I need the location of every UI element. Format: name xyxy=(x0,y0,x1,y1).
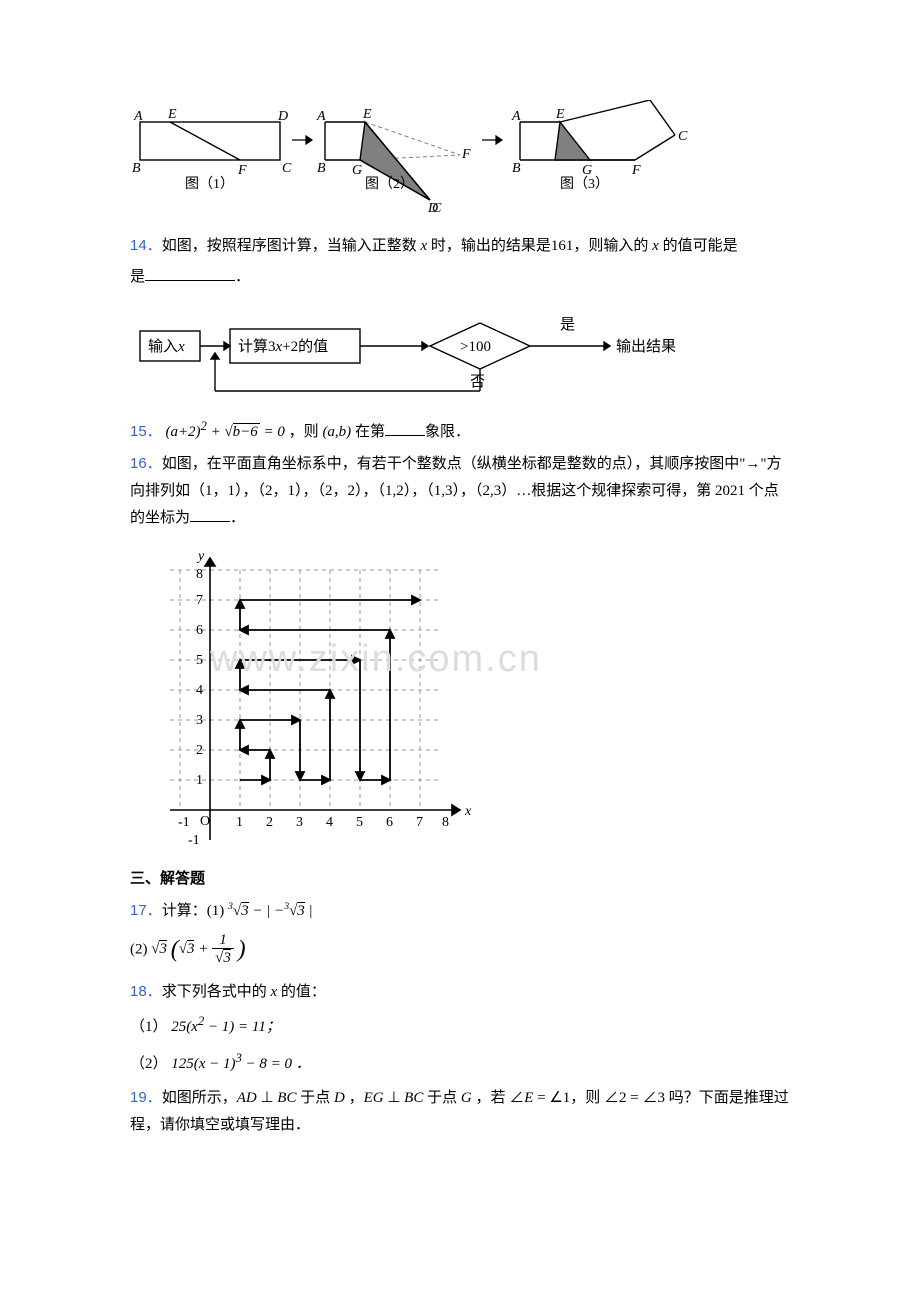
q14-t2: 时，输出的结果是 xyxy=(427,238,551,254)
q14-flowchart: 输入x 计算3x+2的值 >100 是 输出结果 否 xyxy=(130,301,790,401)
svg-text:D: D xyxy=(427,201,438,216)
q14-is: 是 xyxy=(130,269,145,285)
svg-text:F: F xyxy=(237,163,247,178)
svg-text:7: 7 xyxy=(196,593,203,608)
svg-text:8: 8 xyxy=(442,815,449,830)
svg-text:-1: -1 xyxy=(178,815,190,830)
svg-text:输出结果: 输出结果 xyxy=(616,338,676,355)
svg-text:B: B xyxy=(512,161,521,176)
q17-num: 17． xyxy=(130,902,162,919)
svg-text:O: O xyxy=(200,814,210,829)
q18-intro-end: 的值： xyxy=(277,984,326,1000)
svg-text:4: 4 xyxy=(326,815,333,830)
q17-intro: 计算： xyxy=(162,903,207,919)
q17-p1-expr: 3√3 − | −3√3 | xyxy=(228,903,313,919)
q14-t1: 如图，按照程序图计算，当输入正整数 xyxy=(162,238,421,254)
svg-text:C: C xyxy=(678,129,688,144)
q18-line: 18．求下列各式中的 x 的值： xyxy=(130,978,790,1006)
svg-text:2: 2 xyxy=(196,743,203,758)
q15-expr: (a+2)2 + √b−6 = 0 xyxy=(165,424,284,440)
svg-text:D: D xyxy=(277,109,288,124)
figures-1-2-3: A E D B F C 图（1） A E F B G C 图（2） D xyxy=(130,100,790,220)
svg-text:8: 8 xyxy=(196,567,203,582)
q14-t3: ，则输入的 xyxy=(573,238,652,254)
q18-p2l: （2） xyxy=(130,1056,168,1072)
q14-line2: 是． xyxy=(130,264,790,291)
svg-text:-1: -1 xyxy=(188,833,200,848)
q14-t4: 的值可能是 xyxy=(659,238,738,254)
svg-text:1: 1 xyxy=(196,773,203,788)
q19-text: 如图所示，AD ⊥ BC 于点 D ，EG ⊥ BC 于点 G ，若 ∠E = … xyxy=(130,1090,789,1133)
svg-text:否: 否 xyxy=(470,374,485,390)
q18-num: 18． xyxy=(130,983,162,1000)
fig-composite: A E D B F C 图（1） A E F B G C 图（2） D xyxy=(130,100,710,220)
svg-text:图（2）: 图（2） xyxy=(365,176,414,192)
q16-num: 16． xyxy=(130,455,162,472)
q17-p2l: (2) xyxy=(130,941,148,957)
svg-text:图（3）: 图（3） xyxy=(560,176,609,192)
q18-p1l: （1） xyxy=(130,1019,168,1035)
q19-line: 19．如图所示，AD ⊥ BC 于点 D ，EG ⊥ BC 于点 G ，若 ∠E… xyxy=(130,1084,790,1139)
q17-p1l: (1) xyxy=(207,903,225,919)
svg-text:B: B xyxy=(132,161,141,176)
svg-text:B: B xyxy=(317,161,326,176)
svg-text:输入x: 输入x xyxy=(148,338,185,355)
svg-text:3: 3 xyxy=(296,815,303,830)
svg-text:A: A xyxy=(511,109,521,124)
svg-text:5: 5 xyxy=(196,653,203,668)
svg-text:G: G xyxy=(582,163,592,178)
svg-text:A: A xyxy=(133,109,143,124)
q19-num: 19． xyxy=(130,1089,162,1106)
svg-text:图（1）: 图（1） xyxy=(185,176,234,192)
q14-var2: x xyxy=(652,238,659,254)
q15-end: 象限． xyxy=(425,424,470,440)
svg-text:F: F xyxy=(631,163,641,178)
svg-text:x: x xyxy=(464,804,472,819)
svg-text:7: 7 xyxy=(416,815,423,830)
q15-blank xyxy=(385,421,425,436)
q17-p2: (2) √3 (√3 + 1√3 ) xyxy=(130,929,790,972)
svg-text:E: E xyxy=(362,107,372,122)
svg-text:G: G xyxy=(352,163,362,178)
q18-p2-expr: 125(x − 1)3 − 8 = 0 ． xyxy=(171,1056,311,1072)
svg-text:D: D xyxy=(649,100,660,104)
q14-blank xyxy=(145,266,235,281)
svg-text:3: 3 xyxy=(196,713,203,728)
svg-text:>100: >100 xyxy=(460,339,491,355)
q15-after: 在第 xyxy=(355,424,385,440)
svg-text:5: 5 xyxy=(356,815,363,830)
q14-line: 14．如图，按照程序图计算，当输入正整数 x 时，输出的结果是161，则输入的 … xyxy=(130,232,790,260)
svg-text:E: E xyxy=(167,107,177,122)
q14-num: 14． xyxy=(130,237,162,254)
svg-text:6: 6 xyxy=(386,815,393,830)
svg-text:1: 1 xyxy=(236,815,243,830)
q17-line: 17．计算：(1) 3√3 − | −3√3 | xyxy=(130,897,790,925)
q15-mid: ，则 xyxy=(289,424,319,440)
q15-line: 15． (a+2)2 + √b−6 = 0 ，则 (a,b) 在第 象限． xyxy=(130,415,790,446)
q18-p2: （2） 125(x − 1)3 − 8 = 0 ． xyxy=(130,1047,790,1078)
q16-grid: O x y -1 -1 1 2 3 4 5 6 7 8 1 2 3 4 5 6 … xyxy=(150,550,790,850)
q15-num: 15． xyxy=(130,423,162,440)
svg-text:4: 4 xyxy=(196,683,203,698)
q18-p1: （1） 25(x2 − 1) = 11； xyxy=(130,1010,790,1041)
svg-text:E: E xyxy=(555,107,565,122)
svg-text:计算3x+2的值: 计算3x+2的值 xyxy=(238,337,328,355)
q17-p2-expr: √3 (√3 + 1√3 ) xyxy=(151,941,245,957)
q14-period: ． xyxy=(235,269,250,285)
svg-text:A: A xyxy=(316,109,326,124)
svg-text:是: 是 xyxy=(560,317,575,333)
svg-text:6: 6 xyxy=(196,623,203,638)
svg-text:2: 2 xyxy=(266,815,273,830)
q16-blank xyxy=(190,507,230,522)
q18-p1-expr: 25(x2 − 1) = 11； xyxy=(171,1019,281,1035)
q16-period: ． xyxy=(230,510,245,526)
q15-pair: (a,b) xyxy=(322,424,351,440)
svg-text:y: y xyxy=(196,550,205,564)
svg-text:F: F xyxy=(461,147,471,162)
q16-line: 16．如图，在平面直角坐标系中，有若干个整数点（纵横坐标都是整数的点），其顺序按… xyxy=(130,450,790,532)
q14-res: 161 xyxy=(551,238,574,254)
section3-title: 三、解答题 xyxy=(130,866,790,893)
q18-intro: 求下列各式中的 xyxy=(162,984,271,1000)
svg-text:C: C xyxy=(282,161,292,176)
